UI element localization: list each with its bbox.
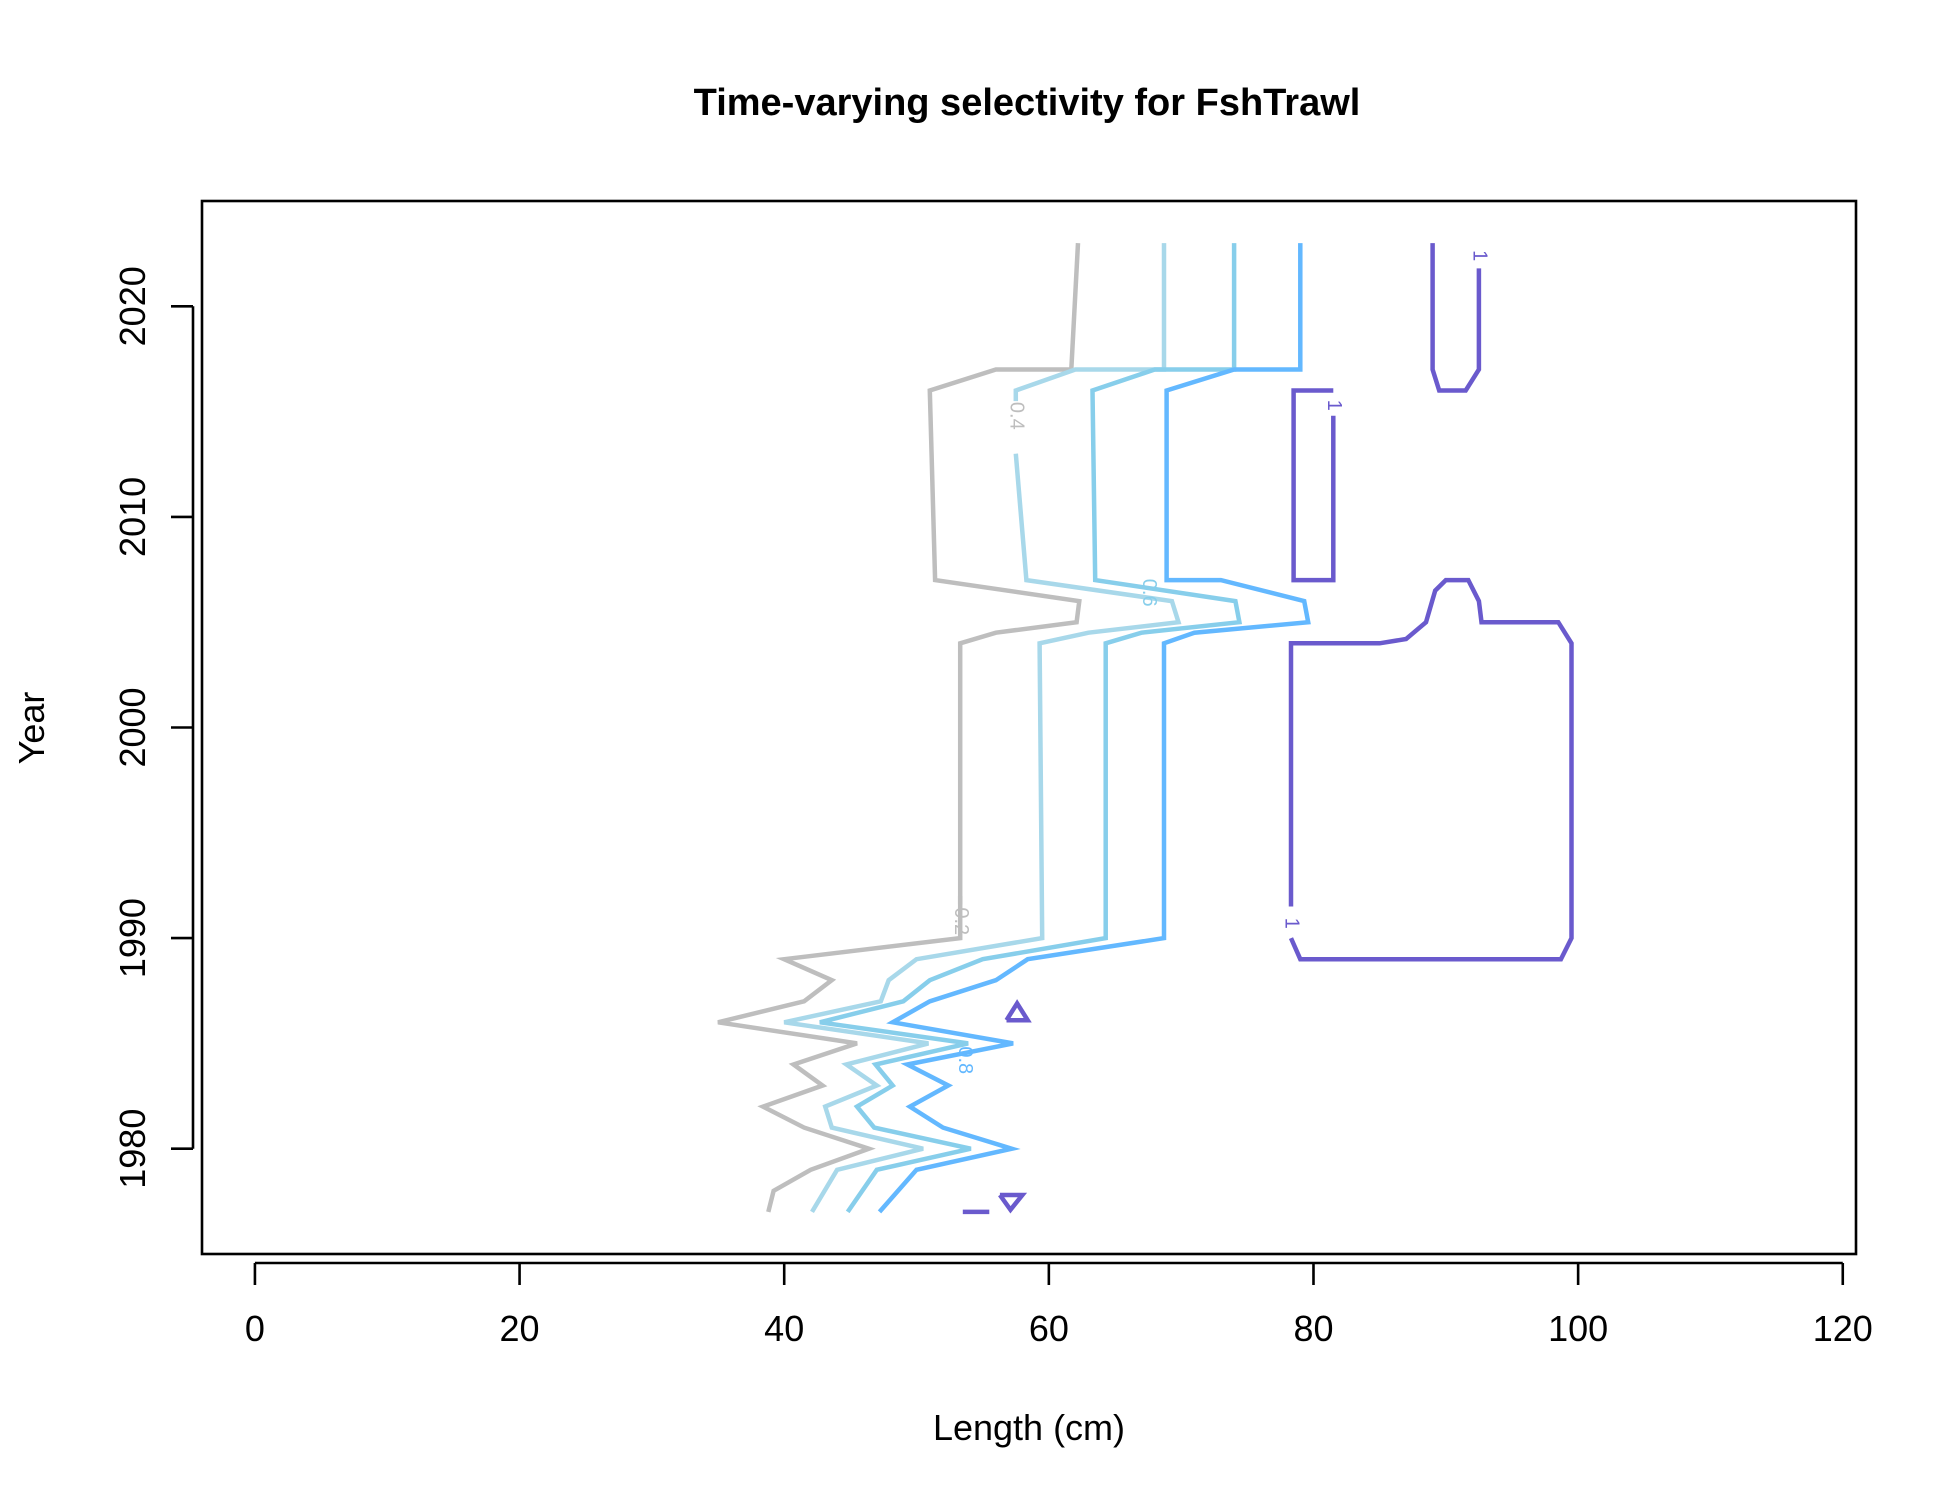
contour-line-1-0 bbox=[1430, 243, 1482, 393]
y-axis-ticks: 1980 1990 2000 2010 2020 bbox=[112, 266, 193, 1189]
contour-line-0_2-0 bbox=[717, 896, 963, 1213]
contour-line-0_4-0 bbox=[783, 453, 1182, 1214]
x-tick-label-0: 0 bbox=[245, 1308, 265, 1349]
contour-label-0_6-0: 0.6 bbox=[1138, 579, 1160, 607]
contour-label-1-2: 1 bbox=[1281, 918, 1303, 929]
x-axis: 0 20 40 60 80 100 120 bbox=[245, 1261, 1873, 1349]
contour-line-1-2 bbox=[1288, 577, 1574, 962]
contour-label-0_8-0: 0.8 bbox=[954, 1046, 976, 1074]
plot-area: 0.2 0.4 0.6 0.8 1 1 1 bbox=[200, 199, 1858, 1256]
contour-labels: 0.2 0.4 0.6 0.8 1 1 1 bbox=[950, 250, 1491, 1074]
x-axis-title: Length (cm) bbox=[933, 1407, 1125, 1448]
y-tick-label-1990: 1990 bbox=[112, 898, 153, 978]
contour-line-1-5 bbox=[1004, 999, 1032, 1023]
contour-line-0_2-1 bbox=[927, 242, 1082, 905]
x-tick-label-80: 80 bbox=[1293, 1308, 1333, 1349]
y-axis-title: Year bbox=[11, 692, 52, 765]
plot-frame bbox=[200, 199, 1858, 1256]
contour-label-1-0: 1 bbox=[1469, 250, 1491, 261]
contour-line-0_6-0 bbox=[819, 243, 1243, 1214]
x-tick-label-120: 120 bbox=[1813, 1308, 1873, 1349]
y-tick-label-2000: 2000 bbox=[112, 687, 153, 767]
x-tick-label-60: 60 bbox=[1029, 1308, 1069, 1349]
y-tick-label-2010: 2010 bbox=[112, 477, 153, 557]
contour-label-1-1: 1 bbox=[1323, 400, 1345, 411]
x-tick-label-100: 100 bbox=[1548, 1308, 1608, 1349]
contour-line-1-1 bbox=[1291, 388, 1336, 583]
y-axis: 1980 1990 2000 2010 2020 bbox=[112, 266, 195, 1189]
chart-title: Time-varying selectivity for FshTrawl bbox=[694, 82, 1361, 124]
contour-line-0_4-1 bbox=[1013, 243, 1167, 402]
x-tick-label-20: 20 bbox=[500, 1308, 540, 1349]
y-tick-label-2020: 2020 bbox=[112, 266, 153, 346]
x-axis-ticks: 0 20 40 60 80 100 120 bbox=[245, 1263, 1873, 1349]
contour-line-0_8-0 bbox=[877, 243, 1311, 1214]
contour-lines bbox=[717, 242, 1574, 1215]
y-tick-label-1980: 1980 bbox=[112, 1109, 153, 1189]
contour-label-0_2-1: 0.4 bbox=[1005, 402, 1027, 430]
contour-label-0_2-0: 0.2 bbox=[950, 907, 972, 935]
x-tick-label-40: 40 bbox=[764, 1308, 804, 1349]
contour-line-1-4 bbox=[998, 1192, 1028, 1214]
